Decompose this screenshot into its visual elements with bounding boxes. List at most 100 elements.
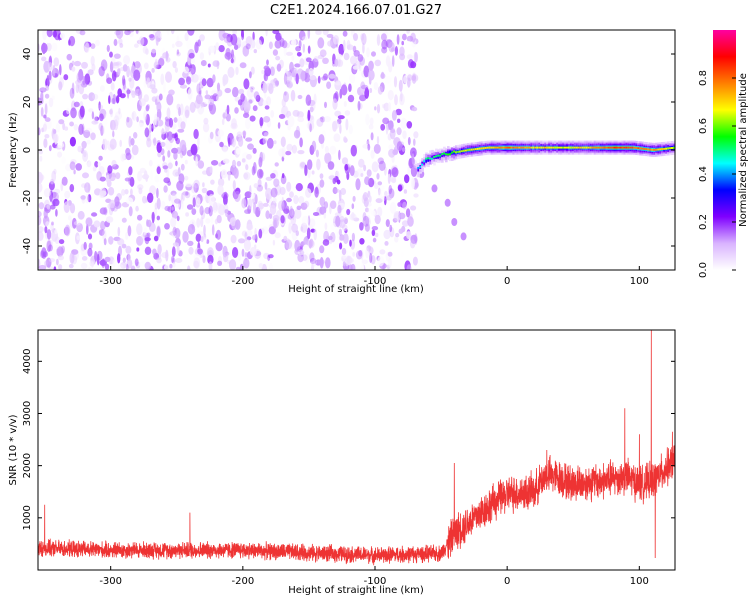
noise-blob <box>245 36 253 47</box>
noise-blob <box>145 113 150 126</box>
noise-blob <box>210 95 215 100</box>
noise-blob <box>201 210 206 220</box>
noise-blob <box>51 221 54 226</box>
noise-blob <box>172 169 180 177</box>
noise-blob <box>54 228 58 235</box>
noise-blob <box>289 205 293 217</box>
noise-blob <box>388 184 393 195</box>
noise-blob <box>291 223 299 233</box>
noise-blob <box>135 30 141 35</box>
noise-blob <box>56 258 59 266</box>
noise-blob <box>202 182 205 188</box>
noise-blob <box>295 183 303 192</box>
signal-cell <box>478 147 482 150</box>
noise-blob <box>340 187 347 196</box>
noise-blob <box>114 196 120 207</box>
noise-blob <box>57 246 63 257</box>
noise-blob <box>44 134 50 139</box>
noise-blob <box>43 138 48 149</box>
noise-blob <box>179 84 188 89</box>
noise-blob <box>187 67 195 75</box>
noise-blob <box>177 128 185 133</box>
noise-blob <box>144 127 150 138</box>
signal-cell <box>538 146 541 149</box>
noise-blob <box>106 44 110 53</box>
noise-blob <box>353 50 360 57</box>
noise-blob <box>327 161 335 170</box>
noise-blob <box>199 205 204 216</box>
noise-blob <box>175 147 182 154</box>
noise-blob <box>167 150 171 158</box>
noise-blob <box>110 119 116 131</box>
signal-cell <box>443 152 446 157</box>
noise-blob <box>296 205 302 210</box>
noise-blob <box>414 163 418 169</box>
noise-blob <box>236 131 243 138</box>
noise-blob <box>98 166 105 175</box>
noise-blob <box>163 177 171 184</box>
signal-cell <box>635 146 638 149</box>
snr-y-ticks: 1000 2000 3000 4000 <box>22 349 675 531</box>
noise-blob <box>380 123 386 131</box>
snr-line <box>38 330 675 566</box>
noise-blob <box>362 42 365 54</box>
noise-blob <box>350 144 357 157</box>
signal-cell <box>653 148 656 151</box>
noise-blob <box>197 136 200 147</box>
signal-cell <box>500 146 504 149</box>
noise-blob <box>58 119 65 125</box>
noise-blob <box>206 77 214 88</box>
noise-blob <box>55 122 61 133</box>
noise-blob <box>399 46 405 57</box>
noise-blob <box>414 52 418 63</box>
signal-cell <box>425 158 428 163</box>
noise-blob <box>383 229 391 240</box>
noise-blob <box>143 227 148 236</box>
noise-blob <box>84 182 91 193</box>
noise-blob <box>190 183 197 194</box>
noise-blob <box>266 96 272 106</box>
noise-blob <box>341 247 347 256</box>
x-tick-label: -100 <box>364 576 387 587</box>
noise-blob <box>212 74 216 83</box>
noise-blob <box>397 184 403 192</box>
noise-blob <box>146 219 152 228</box>
noise-blob <box>94 161 99 168</box>
noise-blob <box>232 189 239 200</box>
noise-blob <box>343 52 350 61</box>
noise-blob <box>118 107 121 115</box>
noise-blob <box>247 198 253 210</box>
noise-blob <box>215 233 219 239</box>
noise-blob <box>202 255 206 264</box>
noise-blob <box>362 215 370 227</box>
noise-blob <box>189 101 196 113</box>
noise-blob <box>136 236 144 246</box>
noise-blob <box>385 122 389 135</box>
noise-blob <box>57 151 63 158</box>
noise-blob <box>82 172 89 179</box>
noise-blob <box>377 85 383 95</box>
noise-blob <box>231 138 236 148</box>
signal-cell <box>482 147 486 150</box>
noise-blob <box>262 137 267 145</box>
noise-blob <box>117 238 125 246</box>
signal-cell <box>496 146 500 149</box>
noise-blob <box>166 131 173 141</box>
noise-blob <box>109 61 114 73</box>
noise-blob <box>254 227 257 240</box>
noise-blob <box>247 143 254 150</box>
noise-blob <box>217 178 225 187</box>
noise-blob <box>255 94 261 102</box>
noise-blob <box>315 30 322 36</box>
noise-blob <box>97 104 104 110</box>
signal-cell <box>520 146 523 149</box>
noise-blob <box>220 169 228 179</box>
noise-blob <box>43 114 47 119</box>
noise-blob <box>167 162 173 169</box>
noise-blob <box>305 188 312 198</box>
noise-blob <box>193 128 199 140</box>
noise-blob <box>334 58 339 67</box>
noise-blob <box>286 197 292 203</box>
noise-blob <box>169 263 173 269</box>
